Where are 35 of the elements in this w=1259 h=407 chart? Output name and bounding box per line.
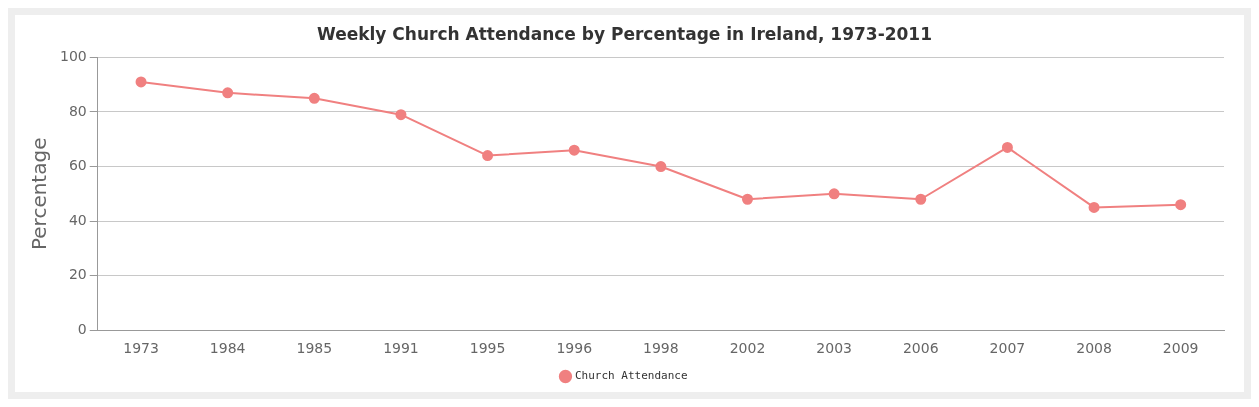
point bbox=[1001, 141, 1013, 153]
x-tick-label: 2002 bbox=[729, 340, 766, 357]
y-tick-label: 60 bbox=[68, 157, 87, 174]
point bbox=[828, 188, 840, 200]
x-tick-label: 1998 bbox=[643, 340, 679, 357]
point bbox=[135, 76, 147, 88]
point bbox=[308, 92, 320, 104]
point bbox=[742, 193, 753, 205]
x-tick-label: 2003 bbox=[816, 340, 852, 357]
x-tick-label: 1995 bbox=[469, 340, 506, 357]
point bbox=[222, 87, 234, 99]
y-tick-label: 100 bbox=[59, 48, 87, 65]
point bbox=[915, 193, 927, 205]
point bbox=[482, 150, 494, 162]
y-tick-label: 40 bbox=[68, 211, 87, 228]
y-axis-title: Percentage bbox=[27, 137, 52, 251]
x-tick-label: 2008 bbox=[1076, 340, 1112, 357]
y-tick-label: 80 bbox=[68, 102, 87, 119]
x-tick-label: 1973 bbox=[123, 340, 159, 357]
x-tick-label: 1996 bbox=[556, 340, 593, 357]
x-tick-label: 2009 bbox=[1162, 340, 1199, 357]
y-tick-label: 20 bbox=[68, 266, 87, 283]
x-tick-label: 2007 bbox=[989, 340, 1026, 357]
chart-title: Weekly Church Attendance by Percentage in Ireland, 1973-2011 bbox=[317, 23, 932, 44]
legend-label: Church Attendance bbox=[574, 369, 688, 383]
point bbox=[395, 109, 407, 121]
point bbox=[1088, 201, 1100, 213]
x-tick-label: 2006 bbox=[902, 340, 939, 357]
point bbox=[655, 161, 667, 173]
y-tick-label: 0 bbox=[77, 320, 87, 337]
point bbox=[1175, 199, 1187, 211]
x-tick-label: 1985 bbox=[296, 340, 333, 357]
x-tick-label: 1991 bbox=[383, 340, 419, 357]
point bbox=[568, 144, 580, 156]
x-tick-label: 1984 bbox=[209, 340, 246, 357]
